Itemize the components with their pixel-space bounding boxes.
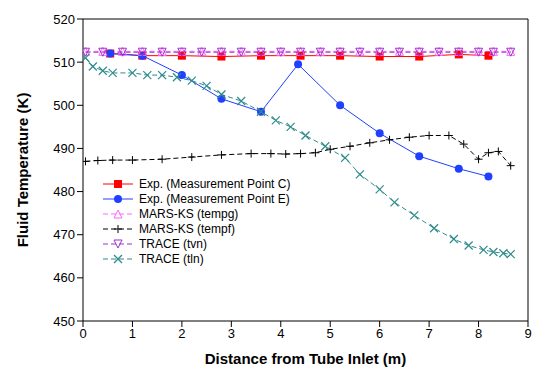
svg-text:8: 8 xyxy=(475,326,482,341)
html-text:MARS-KS (tempg): MARS-KS (tempg) xyxy=(139,206,239,221)
svg-text:510: 510 xyxy=(53,55,75,70)
svg-text:450: 450 xyxy=(53,314,75,329)
svg-text:520: 520 xyxy=(53,12,75,27)
html-text:TRACE (tvn): TRACE (tvn) xyxy=(139,236,207,251)
svg-text:Fluid Temperature (K): Fluid Temperature (K) xyxy=(14,93,31,248)
svg-text:Distance from Tube Inlet (m): Distance from Tube Inlet (m) xyxy=(205,350,406,367)
svg-text:490: 490 xyxy=(53,141,75,156)
svg-text:9: 9 xyxy=(524,326,531,341)
html-text:Exp. (Measurement Point C): Exp. (Measurement Point C) xyxy=(139,176,291,191)
svg-text:480: 480 xyxy=(53,184,75,199)
svg-text:0: 0 xyxy=(79,326,86,341)
html-text:TRACE (tln): TRACE (tln) xyxy=(139,251,204,266)
svg-text:7: 7 xyxy=(425,326,432,341)
html-text:Exp. (Measurement Point E): Exp. (Measurement Point E) xyxy=(139,191,290,206)
svg-text:460: 460 xyxy=(53,270,75,285)
html-text:MARS-KS (tempf): MARS-KS (tempf) xyxy=(139,221,235,236)
svg-text:3: 3 xyxy=(228,326,235,341)
svg-text:2: 2 xyxy=(178,326,185,341)
svg-text:6: 6 xyxy=(376,326,383,341)
svg-text:470: 470 xyxy=(53,227,75,242)
svg-text:500: 500 xyxy=(53,98,75,113)
svg-text:1: 1 xyxy=(129,326,136,341)
svg-text:4: 4 xyxy=(277,326,284,341)
svg-text:5: 5 xyxy=(327,326,334,341)
